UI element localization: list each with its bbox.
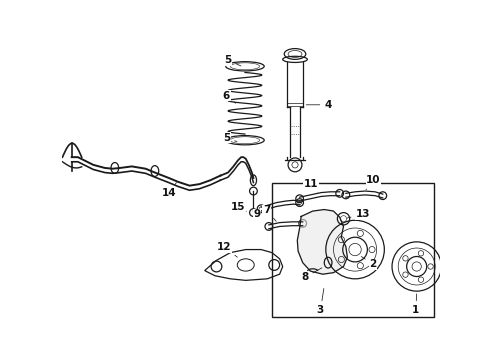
Bar	[272, 183, 434, 316]
Text: 1: 1	[412, 294, 419, 315]
Text: 7: 7	[263, 205, 276, 221]
Polygon shape	[297, 210, 347, 274]
Text: 5: 5	[224, 55, 241, 66]
Text: 15: 15	[231, 202, 246, 212]
Text: 5: 5	[223, 133, 237, 143]
Text: 4: 4	[306, 100, 332, 110]
Text: 8: 8	[301, 268, 322, 282]
Text: 10: 10	[366, 175, 381, 190]
Text: 3: 3	[317, 288, 324, 315]
Text: 11: 11	[304, 179, 318, 193]
Text: 6: 6	[223, 91, 236, 103]
Text: 12: 12	[217, 242, 237, 257]
Text: 14: 14	[161, 183, 176, 198]
Text: 2: 2	[361, 256, 376, 269]
Text: 9: 9	[254, 208, 265, 219]
Text: 13: 13	[347, 209, 370, 219]
